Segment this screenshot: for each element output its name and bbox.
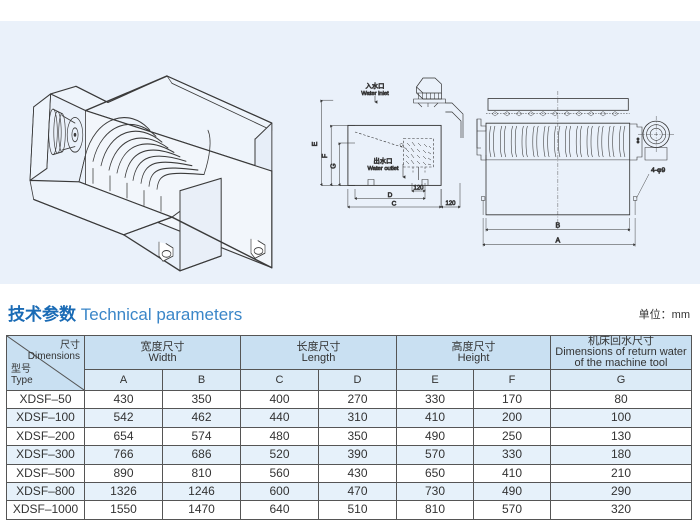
svg-text:入水口: 入水口 [366,81,385,90]
svg-text:F: F [322,154,329,158]
svg-text:Water outlet: Water outlet [367,166,398,172]
svg-text:B: B [556,223,561,230]
svg-text:120: 120 [413,186,424,192]
svg-text:出水口: 出水口 [374,156,393,165]
svg-text:A: A [556,238,561,245]
svg-text:E: E [312,141,319,146]
svg-text:G: G [331,163,338,168]
svg-text:C: C [392,201,397,208]
svg-text:4-φ9: 4-φ9 [651,167,665,174]
svg-text:D: D [388,192,393,199]
